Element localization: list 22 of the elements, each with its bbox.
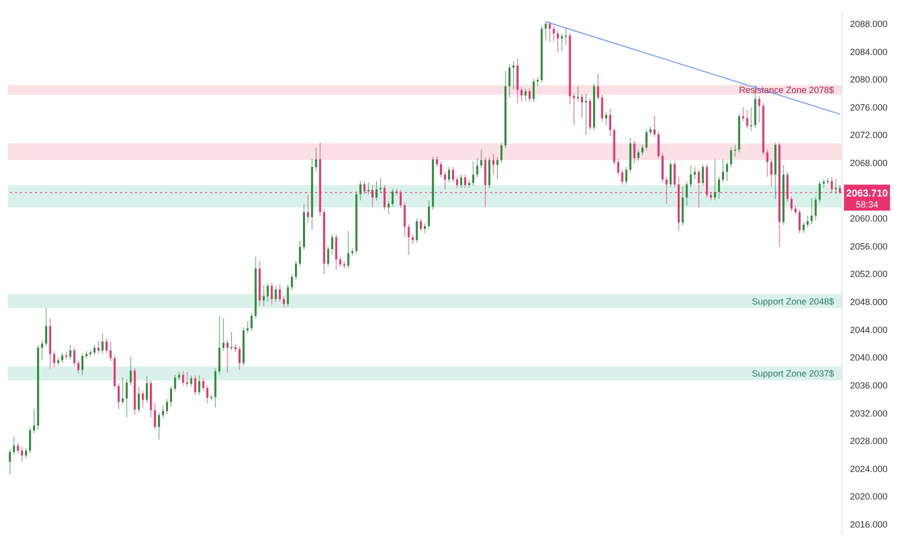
y-tick-label: 2028.000 [850, 436, 888, 446]
y-tick-label: 2024.000 [850, 464, 888, 474]
y-tick-label: 2080.000 [850, 74, 888, 85]
y-tick-label: 2060.000 [850, 214, 888, 224]
band-label: Support Zone 2048$ [752, 296, 834, 306]
y-tick-label: 2040.000 [850, 352, 888, 363]
y-tick-label: 2068.000 [850, 158, 888, 168]
y-tick-label: 2056.000 [850, 241, 888, 252]
ref-line-label: 2063.710 [846, 188, 888, 200]
y-tick-label: 2020.000 [850, 492, 888, 502]
y-tick-label: 2016.000 [850, 519, 888, 530]
band-label: Support Zone 2037$ [752, 368, 834, 379]
y-tick-label: 2076.000 [850, 102, 888, 112]
y-tick-label: 2072.000 [850, 130, 888, 140]
y-tick-label: 2048.000 [850, 297, 888, 308]
y-tick-label: 2036.000 [850, 380, 888, 390]
y-tick-label: 2052.000 [850, 269, 888, 280]
y-tick-label: 2032.000 [850, 408, 888, 418]
y-tick-label: 2084.000 [850, 46, 888, 57]
y-tick-label: 2044.000 [850, 324, 888, 335]
text: 58:34 [856, 200, 878, 210]
y-tick-label: 2088.000 [850, 19, 888, 30]
